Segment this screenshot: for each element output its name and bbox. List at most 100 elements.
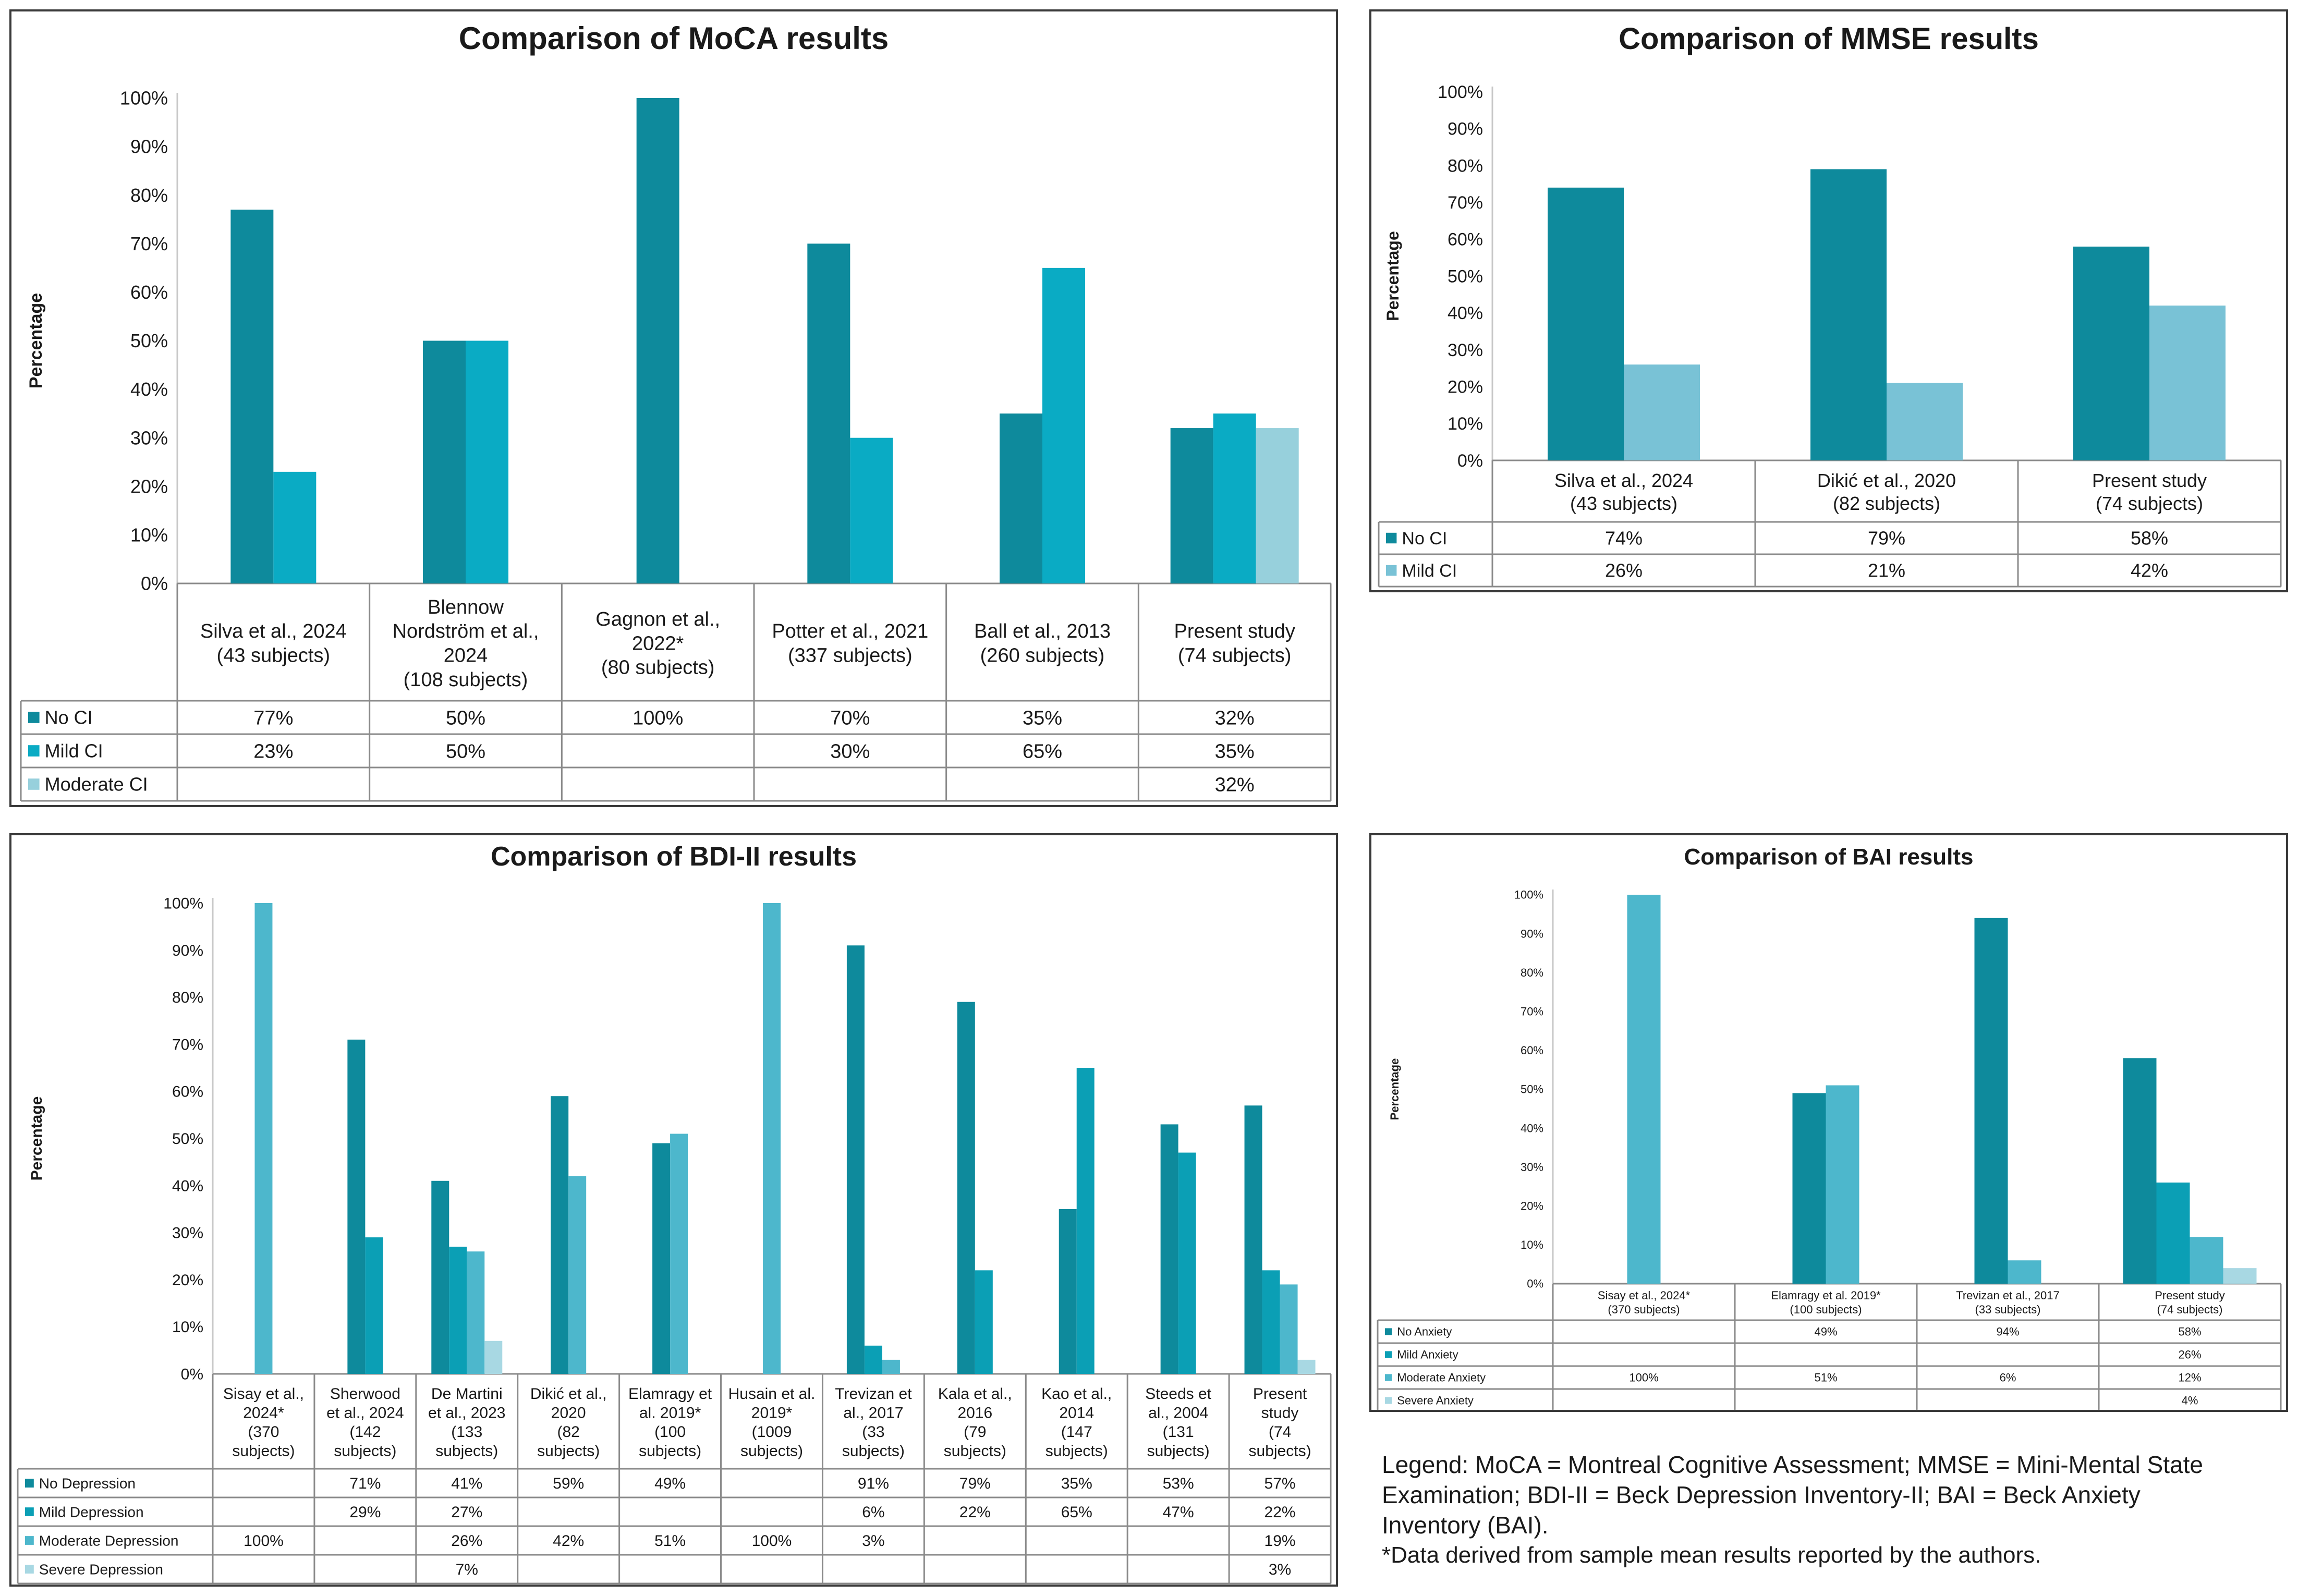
- moca-data-label: 70%: [830, 707, 870, 729]
- moca-data-label: 35%: [1215, 740, 1255, 762]
- bdi-bar: [1244, 1105, 1262, 1374]
- bai-data-label: 4%: [2182, 1394, 2198, 1407]
- bdi-bar: [652, 1143, 671, 1374]
- bdi-data-label: 47%: [1163, 1504, 1194, 1521]
- bai-data-label: 58%: [2178, 1325, 2201, 1338]
- moca-legend-label: Moderate CI: [45, 774, 148, 795]
- bdi-bar: [1076, 1068, 1095, 1374]
- bdi-data-label: 6%: [862, 1504, 884, 1521]
- bdi-category-label: (147: [1061, 1423, 1092, 1441]
- bdi-chart-title: Comparison of BDI-II results: [491, 842, 857, 872]
- moca-legend-swatch: [28, 712, 40, 723]
- bdi-bar: [670, 1134, 688, 1374]
- mmse-category-label: Silva et al., 2024: [1554, 470, 1693, 491]
- bdi-bar: [882, 1359, 900, 1374]
- bdi-bar: [1280, 1284, 1298, 1374]
- bdi-data-label: 100%: [752, 1532, 792, 1550]
- bdi-y-tick-label: 90%: [172, 942, 203, 959]
- bdi-bar: [484, 1341, 503, 1374]
- mmse-category-label: (43 subjects): [1570, 493, 1677, 514]
- bai-data-label: 26%: [2178, 1348, 2201, 1361]
- bdi-y-tick-label: 40%: [172, 1177, 203, 1195]
- moca-bar: [1256, 428, 1299, 583]
- moca-bar: [230, 210, 274, 583]
- mmse-legend-swatch: [1386, 532, 1397, 544]
- bdi-category-label: (33: [862, 1423, 884, 1441]
- legend-footnote: *Data derived from sample mean results r…: [1382, 1542, 2041, 1568]
- moca-category-label: (108 subjects): [404, 669, 528, 691]
- bdi-category-label: (131: [1163, 1423, 1194, 1441]
- mmse-category-label: Present study: [2092, 470, 2207, 491]
- moca-category-label: (80 subjects): [601, 657, 715, 679]
- moca-legend-label: Mild CI: [45, 740, 103, 762]
- bai-y-tick-label: 50%: [1521, 1083, 1543, 1096]
- moca-chart: Comparison of MoCA results Percentage 0% 10…: [20, 21, 1332, 802]
- bdi-category-label: Husain et al.: [728, 1385, 816, 1403]
- bdi-category-label: (1009: [752, 1423, 792, 1441]
- bai-legend-label: Mild Anxiety: [1397, 1348, 1458, 1361]
- bai-legend-swatch: [1385, 1328, 1392, 1335]
- moca-data-label: 23%: [253, 740, 293, 762]
- bdi-bar: [846, 945, 865, 1374]
- bdi-data-label: 29%: [349, 1504, 381, 1521]
- bdi-y-tick-label: 70%: [172, 1036, 203, 1053]
- bai-bar: [1627, 895, 1661, 1284]
- bdi-data-label: 3%: [1269, 1561, 1291, 1578]
- mmse-y-tick-label: 20%: [1448, 377, 1483, 397]
- moca-bar: [273, 471, 317, 583]
- mmse-y-tick-label: 0%: [1457, 451, 1483, 471]
- bdi-bar: [957, 1002, 975, 1374]
- bdi-category-label: (142: [349, 1423, 381, 1441]
- mmse-y-tick-label: 10%: [1448, 414, 1483, 434]
- moca-category-label: Silva et al., 2024: [200, 620, 347, 642]
- bdi-data-label: 42%: [553, 1532, 584, 1550]
- moca-y-tick-label: 30%: [130, 427, 168, 448]
- bdi-category-label: subjects): [944, 1443, 1006, 1460]
- bdi-bar: [1262, 1270, 1280, 1374]
- bai-legend-swatch: [1385, 1374, 1392, 1381]
- mmse-y-tick-label: 50%: [1448, 266, 1483, 286]
- bai-category-label: (74 subjects): [2157, 1303, 2223, 1316]
- bdi-category-label: 2019*: [751, 1404, 793, 1421]
- bdi-legend-swatch: [25, 1507, 34, 1516]
- moca-bar: [1170, 428, 1213, 583]
- moca-chart-title: Comparison of MoCA results: [459, 21, 889, 56]
- bdi-y-tick-label: 50%: [172, 1130, 203, 1148]
- bdi-data-label: 22%: [959, 1504, 991, 1521]
- bdi-data-label: 51%: [654, 1532, 686, 1550]
- moca-data-label: 32%: [1215, 774, 1255, 796]
- bdi-data-label: 65%: [1061, 1504, 1092, 1521]
- bdi-category-label: subjects): [1147, 1443, 1210, 1460]
- bai-y-tick-label: 90%: [1521, 927, 1543, 940]
- bdi-category-label: 2024*: [243, 1404, 284, 1421]
- moca-data-label: 77%: [253, 707, 293, 729]
- bdi-legend-label: Severe Depression: [39, 1561, 163, 1577]
- bai-legend-label: Severe Anxiety: [1397, 1394, 1474, 1407]
- bai-y-tick-label: 30%: [1521, 1161, 1543, 1174]
- bdi-bar: [975, 1270, 993, 1374]
- bdi-category-label: Present: [1253, 1385, 1307, 1403]
- bai-category-label: (370 subjects): [1608, 1303, 1680, 1316]
- mmse-category-label: (82 subjects): [1833, 493, 1940, 514]
- mmse-category-label: (74 subjects): [2096, 493, 2203, 514]
- mmse-bar: [2073, 246, 2149, 460]
- bai-chart: Comparison of BAI results Percentage 0% 10%…: [1377, 844, 2282, 1410]
- mmse-bar: [1548, 187, 1624, 460]
- bdi-bar: [763, 903, 781, 1374]
- bai-chart-panel: Comparison of BAI results Percentage 0% 10%…: [1369, 833, 2288, 1412]
- bdi-y-tick-label: 80%: [172, 989, 203, 1006]
- bdi-category-label: subjects): [334, 1443, 396, 1460]
- mmse-y-tick-label: 100%: [1438, 82, 1483, 102]
- mmse-data-label: 79%: [1868, 528, 1905, 549]
- moca-category-label: (337 subjects): [788, 645, 913, 667]
- bai-bar: [2223, 1268, 2257, 1284]
- bdi-data-label: 100%: [244, 1532, 284, 1550]
- mmse-chart: Comparison of MMSE results Percentage 0% 10…: [1378, 22, 2282, 588]
- bdi-data-label: 27%: [451, 1504, 482, 1521]
- bai-data-label: 51%: [1814, 1371, 1837, 1384]
- bai-bar: [2156, 1183, 2190, 1284]
- bdi-category-label: (79: [964, 1423, 986, 1441]
- bdi-legend-swatch: [25, 1565, 34, 1574]
- bai-bar: [2123, 1058, 2157, 1284]
- moca-category-label: (74 subjects): [1178, 645, 1292, 667]
